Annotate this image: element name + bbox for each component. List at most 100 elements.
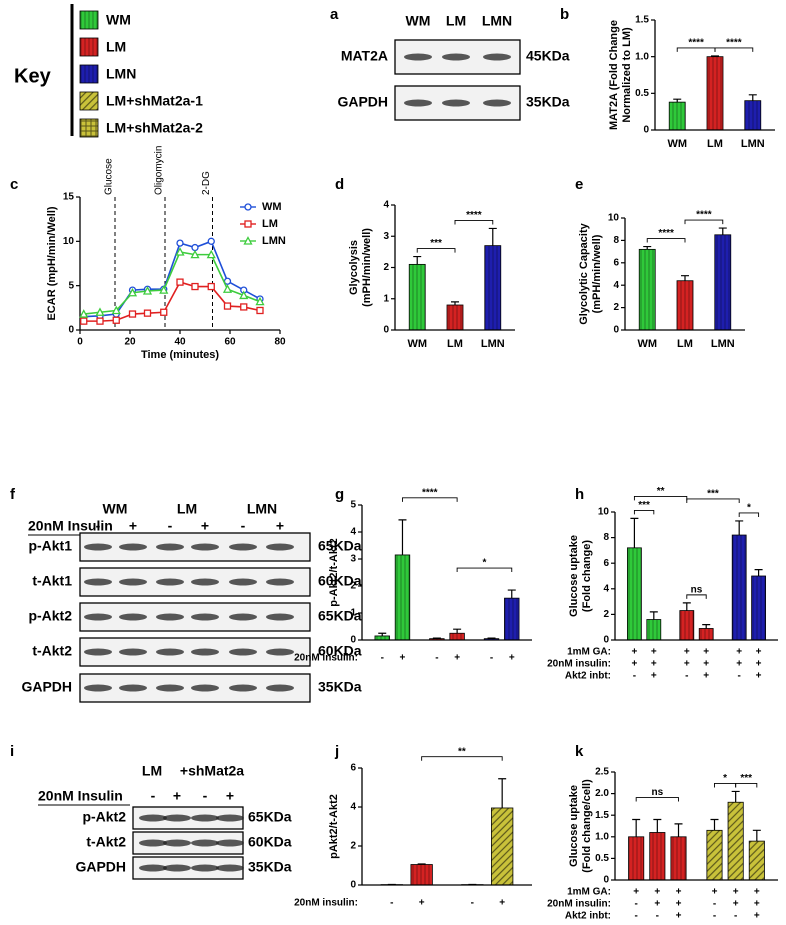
blot-band: [216, 839, 244, 847]
line-marker: [239, 290, 249, 300]
key-swatch-hatch: [80, 11, 98, 29]
event-label: 2-DG: [201, 171, 212, 195]
bar-hatch: [699, 628, 714, 640]
error-bar: [413, 255, 422, 265]
blot-size-label: 45KDa: [526, 48, 570, 64]
bar-hatch: [484, 245, 501, 330]
treatment-sign: -: [96, 518, 101, 534]
blot-band: [483, 53, 511, 61]
legend-marker: [243, 236, 253, 245]
y-tick-label: 4: [603, 583, 609, 594]
panel-letter: k: [575, 743, 584, 760]
significance-label: ***: [430, 238, 442, 249]
bar-hatch: [714, 234, 731, 330]
line-marker: [111, 305, 121, 315]
blot-band: [229, 543, 257, 551]
bar-hatch: [670, 836, 687, 880]
blot-row-label: GAPDH: [337, 94, 388, 110]
line-marker: [127, 287, 138, 297]
blot-band: [119, 578, 147, 586]
y-tick-label: 10: [598, 507, 610, 518]
y-tick-label: 1: [383, 293, 389, 304]
y-axis-label: Normalized to LM): [621, 27, 633, 123]
y-axis-label: Glycolytic Capacity: [578, 222, 590, 324]
significance-label: ***: [707, 489, 719, 500]
blot-band: [84, 543, 112, 551]
condition-sign: +: [651, 659, 657, 670]
significance-bracket: [714, 47, 754, 52]
y-tick-label: 15: [63, 192, 75, 203]
blot-band: [84, 578, 112, 586]
x-tick-label: LM: [707, 138, 723, 150]
blot-size-label: 35KDa: [248, 859, 292, 875]
line-marker: [222, 284, 233, 293]
condition-sign: +: [633, 887, 639, 898]
error-bar: [643, 245, 652, 250]
condition-sign: +: [499, 898, 505, 909]
condition-sign: -: [390, 898, 393, 909]
event-label: Glucose: [104, 158, 115, 195]
panel-letter: g: [335, 486, 344, 503]
error-bar: [710, 818, 719, 831]
blot-size-label: 65KDa: [318, 608, 362, 624]
lane-label: LM: [446, 13, 466, 29]
blot-band: [119, 613, 147, 621]
significance-bracket: [738, 512, 760, 517]
y-tick-label: 10: [608, 213, 620, 224]
y-axis-label: ECAR (mpH/min/Well): [46, 206, 58, 320]
significance-bracket: [421, 756, 503, 761]
error-bar: [453, 628, 462, 634]
condition-sign: -: [656, 911, 659, 922]
condition-sign: +: [419, 898, 425, 909]
y-axis-label: Glucose uptake: [568, 785, 580, 867]
y-tick-label: 5: [68, 280, 74, 291]
bar-hatch: [374, 635, 390, 640]
blot-band: [229, 684, 257, 692]
significance-label: ****: [726, 38, 742, 49]
condition-sign: +: [733, 899, 739, 910]
error-bar: [498, 778, 507, 808]
y-axis-label: Glycolysis: [348, 240, 360, 295]
significance-label: ****: [466, 210, 482, 221]
blot-row-label: p-Akt1: [28, 538, 72, 554]
condition-sign: +: [676, 899, 682, 910]
key-title: Key: [14, 65, 52, 87]
error-bar: [649, 611, 658, 620]
bar-hatch: [649, 832, 665, 880]
line-marker: [176, 239, 184, 247]
blot-band: [191, 839, 219, 847]
error-bar: [432, 637, 441, 639]
legend-marker: [244, 203, 252, 211]
condition-sign: +: [756, 647, 762, 658]
x-tick-label: 60: [224, 337, 236, 348]
condition-sign: -: [713, 911, 716, 922]
x-tick-label: LMN: [481, 338, 505, 350]
y-tick-label: 1.0: [635, 51, 649, 62]
panel-letter: a: [330, 6, 339, 23]
error-bar: [630, 517, 639, 548]
blot-band: [483, 99, 511, 107]
line-marker: [191, 243, 199, 252]
line-marker: [191, 282, 199, 291]
panel-letter: b: [560, 6, 569, 23]
blot-size-label: 60KDa: [318, 573, 362, 589]
y-tick-label: 2: [350, 581, 356, 592]
treatment-sign: -: [203, 788, 208, 804]
bar-hatch: [449, 633, 465, 640]
blot-band: [266, 648, 294, 656]
significance-bracket: [416, 248, 456, 253]
condition-sign: +: [684, 659, 690, 670]
blot-size-label: 60KDa: [248, 834, 292, 850]
y-tick-label: 0: [68, 325, 74, 336]
condition-sign: +: [684, 647, 690, 658]
condition-sign: +: [754, 887, 760, 898]
lane-label: WM: [406, 13, 431, 29]
error-bar: [711, 55, 719, 57]
treatment-sign: +: [226, 788, 234, 804]
condition-label: 20nM insulin:: [547, 899, 611, 910]
line: [83, 251, 261, 315]
key-label: WM: [106, 12, 131, 28]
legend-label: LM: [262, 218, 278, 230]
error-bar: [487, 637, 496, 639]
significance-bracket: [686, 498, 740, 503]
